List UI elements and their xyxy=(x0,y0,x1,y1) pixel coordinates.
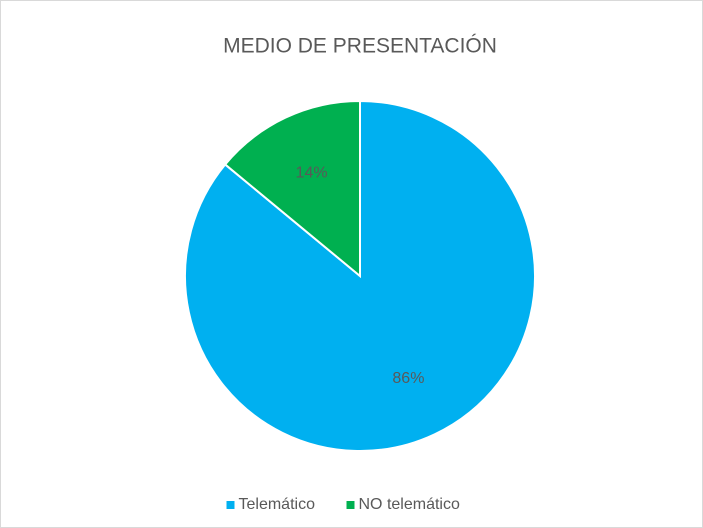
data-label: 14% xyxy=(296,164,328,181)
data-label: 86% xyxy=(392,370,424,387)
legend-label: Telemático xyxy=(239,496,316,513)
legend-marker xyxy=(346,501,355,509)
pie-slice xyxy=(223,99,361,279)
chart-title: MEDIO DE PRESENTACIÓN xyxy=(223,35,497,58)
legend-marker xyxy=(226,501,235,509)
legend-label: NO telemático xyxy=(359,496,460,513)
